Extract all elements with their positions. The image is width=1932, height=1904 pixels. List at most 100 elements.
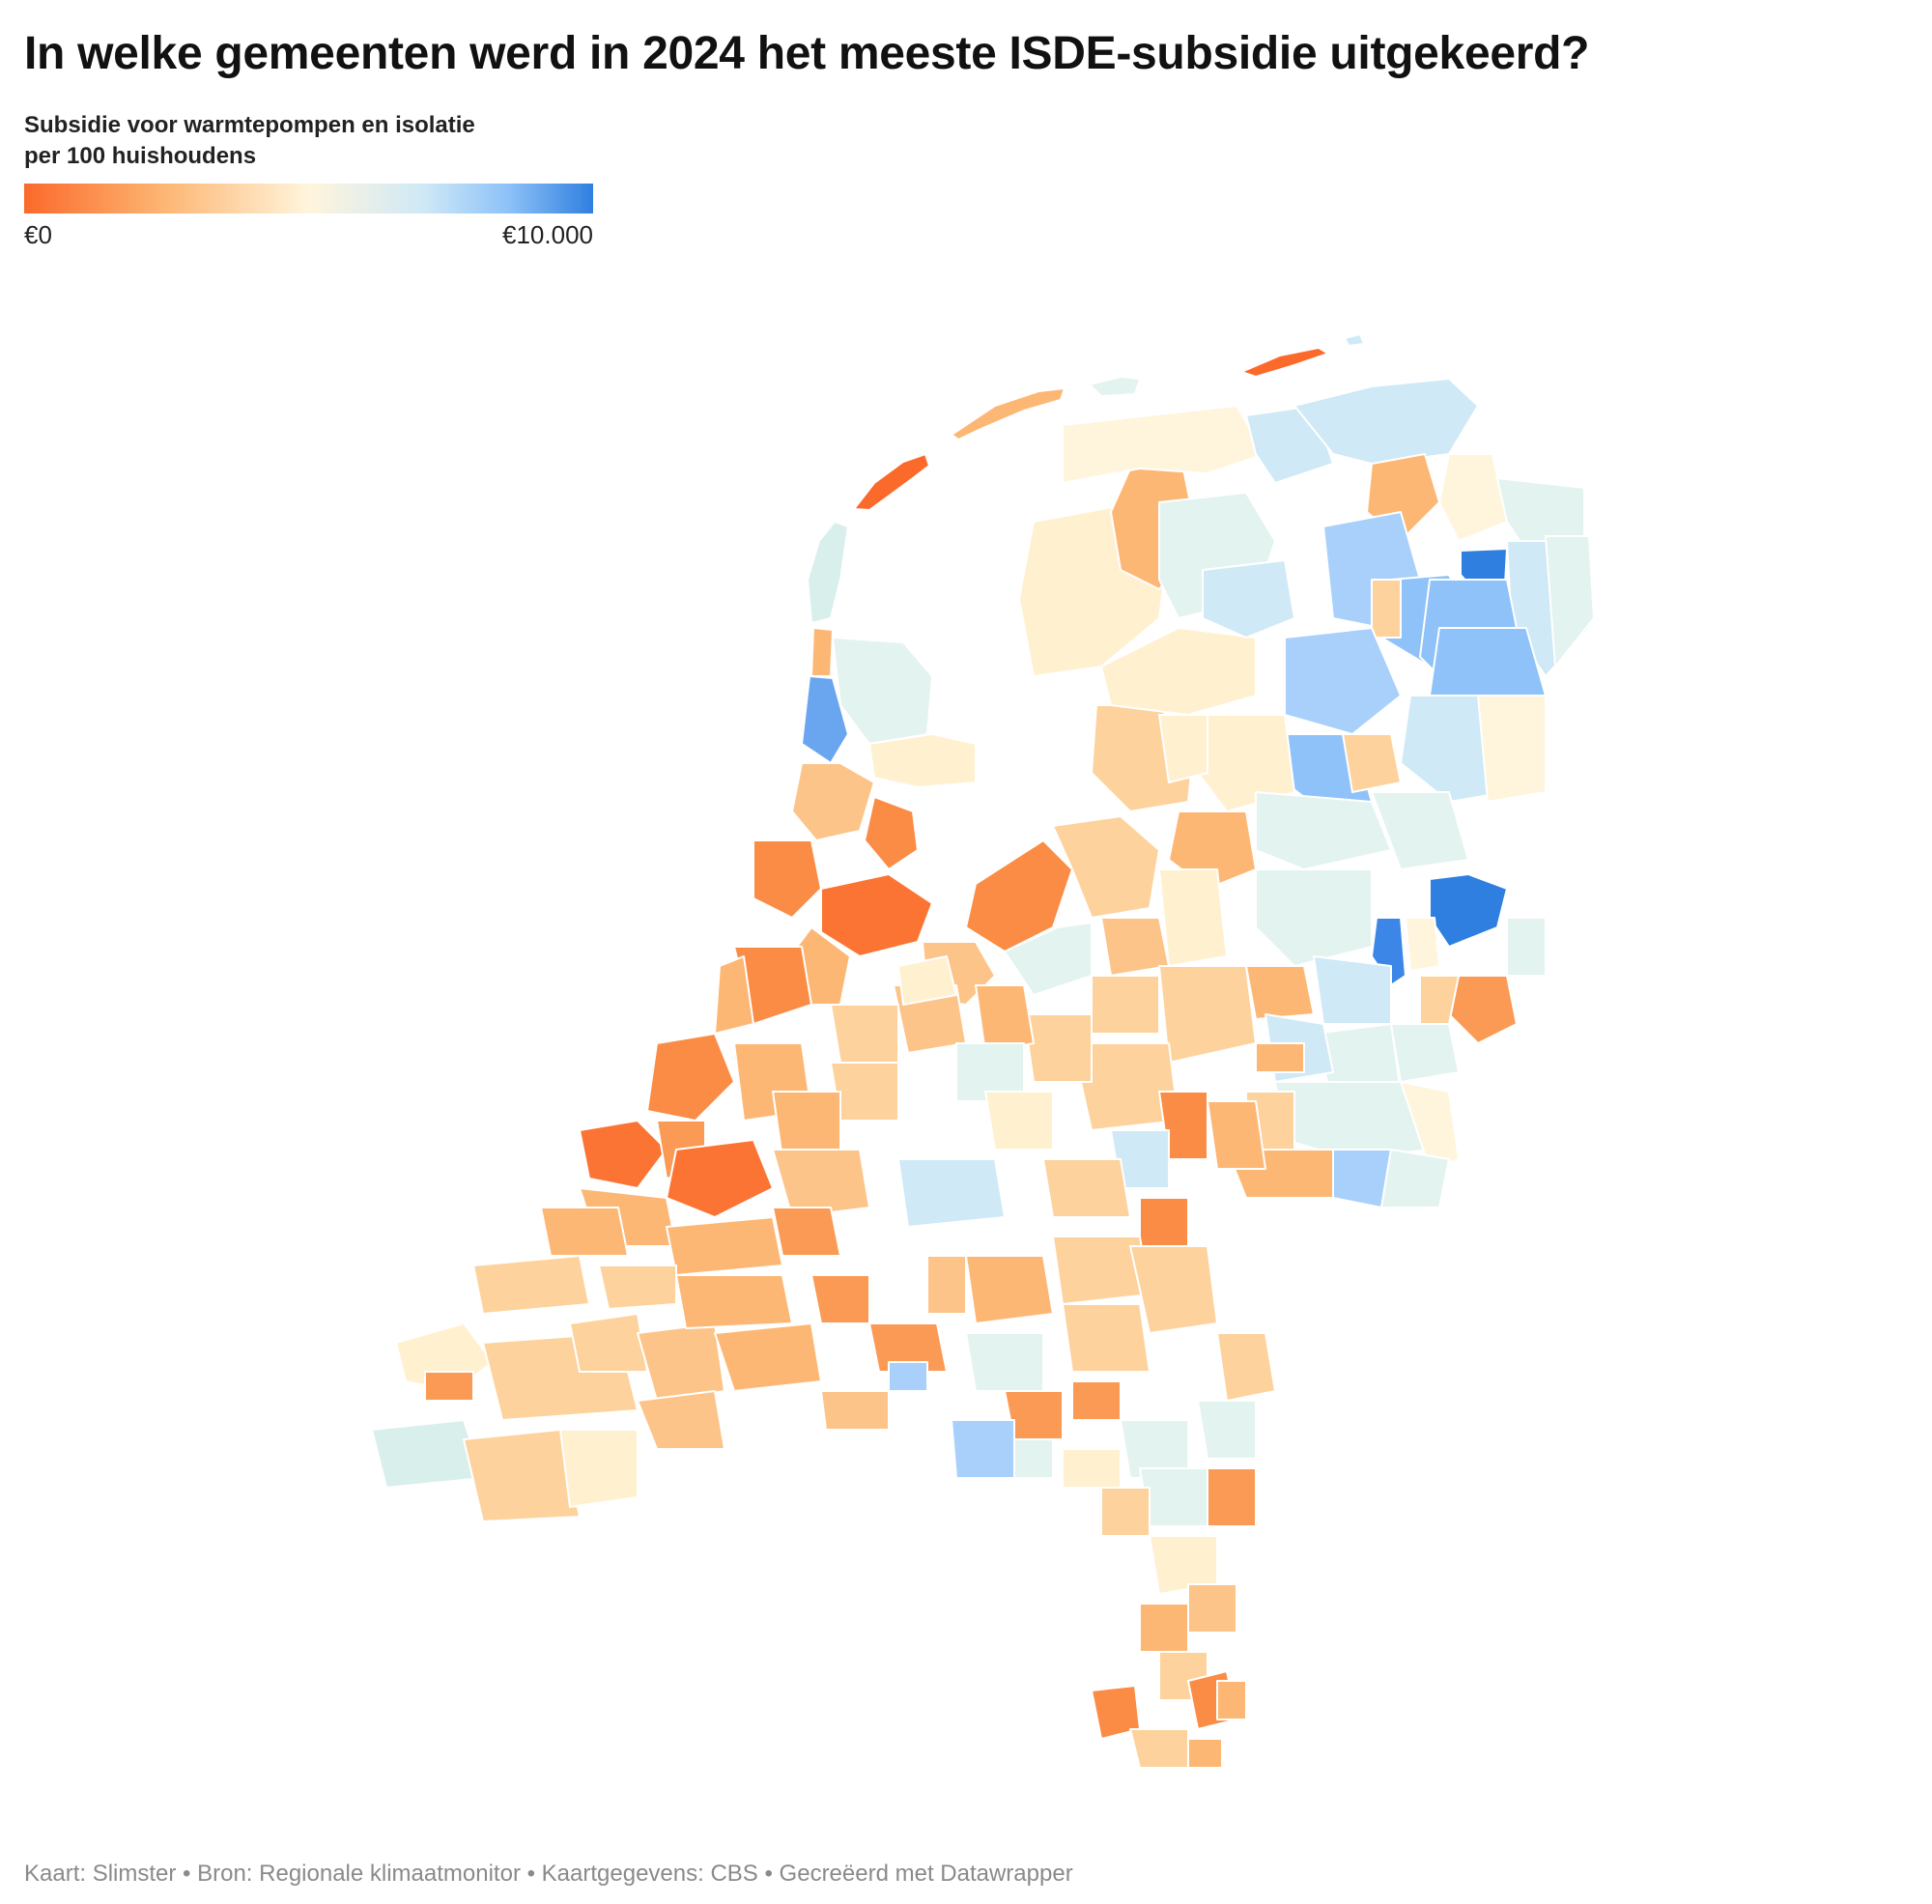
region-eijsden-margraten[interactable] (1129, 1728, 1189, 1769)
region-schagen[interactable] (810, 627, 834, 677)
region-noordwijk[interactable] (714, 955, 754, 1035)
region-moerdijk[interactable] (675, 1274, 793, 1329)
region-stichtse-vecht[interactable] (897, 955, 957, 1006)
region-de-ronde-venen[interactable] (830, 1004, 899, 1064)
region-friesland-north[interactable] (1062, 405, 1266, 484)
region-vlissingen[interactable] (424, 1371, 474, 1402)
region-raalte[interactable] (1255, 868, 1373, 967)
region-schouwen-duiveland[interactable] (472, 1255, 590, 1315)
region-noord-beveland[interactable] (598, 1265, 677, 1310)
region-goeree-overflakkee[interactable] (540, 1207, 629, 1257)
region-amersfoort[interactable] (975, 984, 1035, 1054)
region-nijmegen[interactable] (1139, 1197, 1189, 1247)
region-asten[interactable] (1062, 1448, 1122, 1489)
region-apeldoorn[interactable] (1158, 965, 1257, 1064)
region-bergeijk[interactable] (951, 1419, 1015, 1479)
region-venlo[interactable] (1207, 1467, 1257, 1527)
region-baarle[interactable] (820, 1390, 890, 1431)
credits-footer: Kaart: Slimster • Bron: Regionale klimaa… (24, 1861, 1073, 1887)
region-horst[interactable] (1197, 1400, 1257, 1460)
legend-color-scale (24, 184, 593, 213)
region-hulst[interactable] (559, 1429, 639, 1508)
region-uden[interactable] (1062, 1303, 1151, 1373)
region-kerkrade[interactable] (1216, 1680, 1247, 1720)
region-montferland[interactable] (1380, 1149, 1450, 1208)
region-tubbergen[interactable] (1429, 873, 1508, 948)
region-lelystad[interactable] (965, 839, 1073, 952)
region-reimerswaal[interactable] (569, 1313, 648, 1373)
region-oost-gelre[interactable] (1400, 1081, 1460, 1170)
region-groningen-north[interactable] (1293, 378, 1479, 465)
region-hardenberg[interactable] (1371, 791, 1469, 870)
region-venray[interactable] (1216, 1332, 1276, 1402)
region-texel[interactable] (853, 453, 930, 511)
legend-title-line-1: Subsidie voor warmtepompen en isolatie (24, 112, 475, 138)
region-lochem[interactable] (1255, 1042, 1305, 1073)
region-roosendaal[interactable] (637, 1390, 725, 1450)
region-vijfheerenlanden[interactable] (897, 1158, 1006, 1228)
region-coevorden[interactable] (1477, 695, 1547, 803)
region-oosterhout[interactable] (810, 1274, 870, 1324)
region-ommen[interactable] (1255, 791, 1392, 870)
region-amsterdam[interactable] (820, 873, 933, 957)
region-friesland-south[interactable] (1100, 627, 1257, 716)
region-epe[interactable] (1158, 868, 1228, 967)
region-meierijstad[interactable] (965, 1332, 1044, 1392)
region-hof-van-twente[interactable] (1313, 955, 1392, 1025)
region-westland[interactable] (579, 1120, 668, 1189)
region-west-friesland[interactable] (868, 733, 977, 788)
region-zeewolde[interactable] (1004, 922, 1093, 996)
region-tilburg[interactable] (868, 1322, 948, 1373)
region-land-van-cuijk[interactable] (1129, 1245, 1218, 1334)
region-den-haag[interactable] (646, 1033, 735, 1122)
region-hollands-kroon[interactable] (832, 637, 933, 745)
region-dronten[interactable] (1052, 815, 1160, 919)
legend-max-label: €10.000 (502, 220, 593, 249)
region-hoeksche-waard[interactable] (666, 1216, 783, 1276)
region-westerwolde[interactable] (1545, 535, 1595, 668)
region-assen[interactable] (1371, 579, 1402, 639)
region-overbetuwe[interactable] (1042, 1158, 1131, 1218)
region-krimpenerwaard[interactable] (772, 1149, 870, 1218)
region-oldenzaal[interactable] (1506, 917, 1547, 977)
region-barneveld[interactable] (1023, 1013, 1093, 1083)
region-bergen-op-zoom[interactable] (637, 1322, 725, 1402)
region-deventer[interactable] (1245, 965, 1315, 1020)
region-vlieland[interactable] (951, 387, 1065, 440)
region-alkmaar[interactable] (801, 675, 849, 764)
map-title: In welke gemeenten werd in 2024 het mees… (24, 28, 1590, 79)
region-rotterdam[interactable] (666, 1139, 774, 1218)
region-hilvarenbeek[interactable] (888, 1361, 928, 1392)
region-terneuzen[interactable] (463, 1429, 581, 1522)
region-vaals[interactable] (1187, 1738, 1223, 1769)
region-waterland[interactable] (864, 796, 919, 870)
region-midden-drenthe[interactable] (1284, 627, 1402, 735)
region-dordrecht[interactable] (772, 1207, 841, 1257)
region-utrechtse-heuvelrug[interactable] (984, 1091, 1054, 1151)
region-rheden[interactable] (1207, 1100, 1266, 1170)
region-heusden[interactable] (926, 1255, 967, 1315)
region-ameland[interactable] (1240, 347, 1329, 378)
region-weert[interactable] (1100, 1487, 1151, 1537)
region-schiermonnikoog[interactable] (1344, 333, 1365, 347)
region-enschede[interactable] (1448, 975, 1518, 1044)
region-almelo[interactable] (1405, 917, 1440, 972)
region-echt-susteren[interactable] (1139, 1603, 1189, 1653)
region-s-hertogenbosch[interactable] (965, 1255, 1054, 1324)
region-haaksbergen[interactable] (1390, 1023, 1460, 1083)
region-roermond[interactable] (1187, 1583, 1237, 1634)
region-zaanstreek[interactable] (791, 762, 875, 841)
legend-title: Subsidie voor warmtepompen en isolatie p… (24, 110, 475, 172)
region-steenwijkerland[interactable] (1158, 714, 1208, 783)
region-het-hogeland-east[interactable] (1438, 453, 1508, 542)
region-terschelling[interactable] (1089, 376, 1141, 397)
region-breda[interactable] (714, 1322, 822, 1392)
region-de-wolden[interactable] (1342, 733, 1402, 793)
region-haarlem[interactable] (753, 839, 822, 919)
region-den-helder[interactable] (807, 521, 849, 624)
region-valkenswaard[interactable] (1013, 1438, 1054, 1479)
region-ermelo[interactable] (1091, 975, 1160, 1035)
region-helmond[interactable] (1071, 1380, 1122, 1421)
region-smallingerland[interactable] (1202, 559, 1295, 639)
legend-title-line-2: per 100 huishoudens (24, 143, 257, 169)
